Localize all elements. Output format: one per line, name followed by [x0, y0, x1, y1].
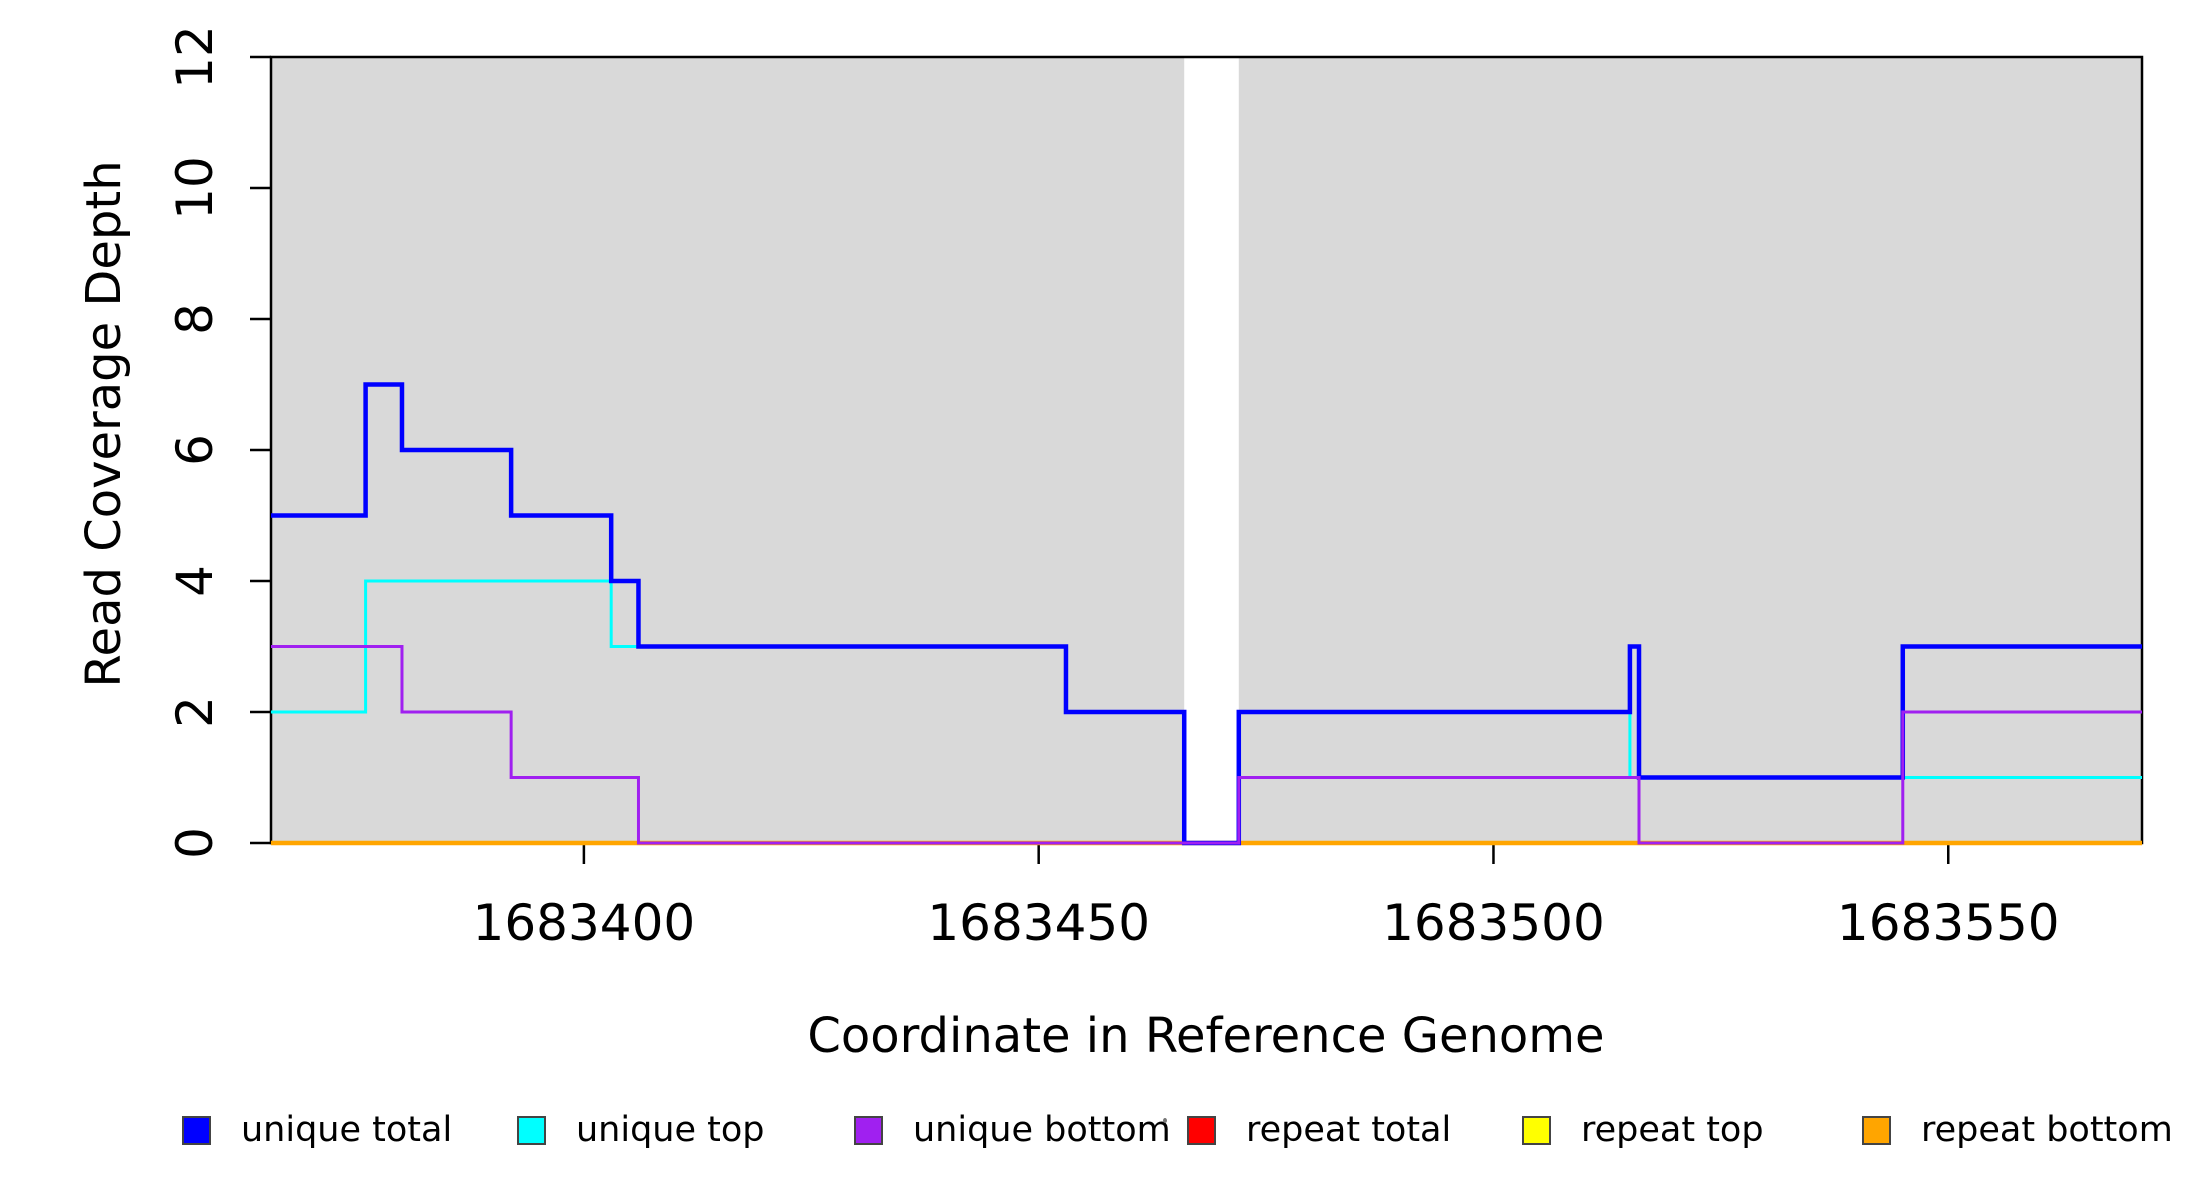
y-axis-title: Read Coverage Depth [76, 160, 132, 688]
y-tick-label: 10 [166, 156, 224, 220]
repeat-top-swatch [1522, 1115, 1551, 1145]
legend-item-unique-top: unique top [517, 1106, 765, 1154]
legend-label: repeat total [1246, 1110, 1452, 1150]
y-tick-label: 4 [166, 565, 224, 597]
legend-label: unique total [241, 1110, 453, 1150]
legend-label: unique top [576, 1110, 765, 1150]
y-tick-label: 2 [166, 696, 224, 728]
legend-label: unique bottom [913, 1110, 1171, 1150]
unique-bottom-swatch [854, 1115, 883, 1145]
repeat-total-swatch [1187, 1115, 1216, 1145]
legend-label: repeat bottom [1921, 1110, 2173, 1150]
stray-dot-artifact [1163, 1118, 1167, 1123]
legend-item-unique-total: unique total [182, 1106, 452, 1154]
legend-item-repeat-bottom: repeat bottom [1862, 1106, 2173, 1154]
y-tick-label: 0 [166, 827, 224, 859]
x-axis-title: Coordinate in Reference Genome [807, 1008, 1605, 1064]
legend-item-repeat-total: repeat total [1187, 1106, 1451, 1154]
legend-item-unique-bottom: unique bottom [854, 1106, 1171, 1154]
x-tick-label: 1683450 [927, 894, 1150, 952]
x-tick-label: 1683500 [1382, 894, 1605, 952]
shaded-region [1238, 57, 2142, 843]
unique-top-swatch [517, 1115, 546, 1145]
repeat-bottom-swatch [1862, 1115, 1891, 1145]
legend-item-repeat-top: repeat top [1522, 1106, 1764, 1154]
y-tick-label: 12 [166, 25, 224, 89]
series-unique-total [271, 382, 2142, 846]
y-tick-label: 8 [166, 303, 224, 335]
y-tick-label: 6 [166, 434, 224, 466]
x-tick-label: 1683400 [473, 894, 696, 952]
series-unique-bottom [271, 645, 2142, 845]
x-tick-label: 1683550 [1837, 894, 2060, 952]
legend-label: repeat top [1581, 1110, 1764, 1150]
unique-total-swatch [182, 1115, 211, 1145]
